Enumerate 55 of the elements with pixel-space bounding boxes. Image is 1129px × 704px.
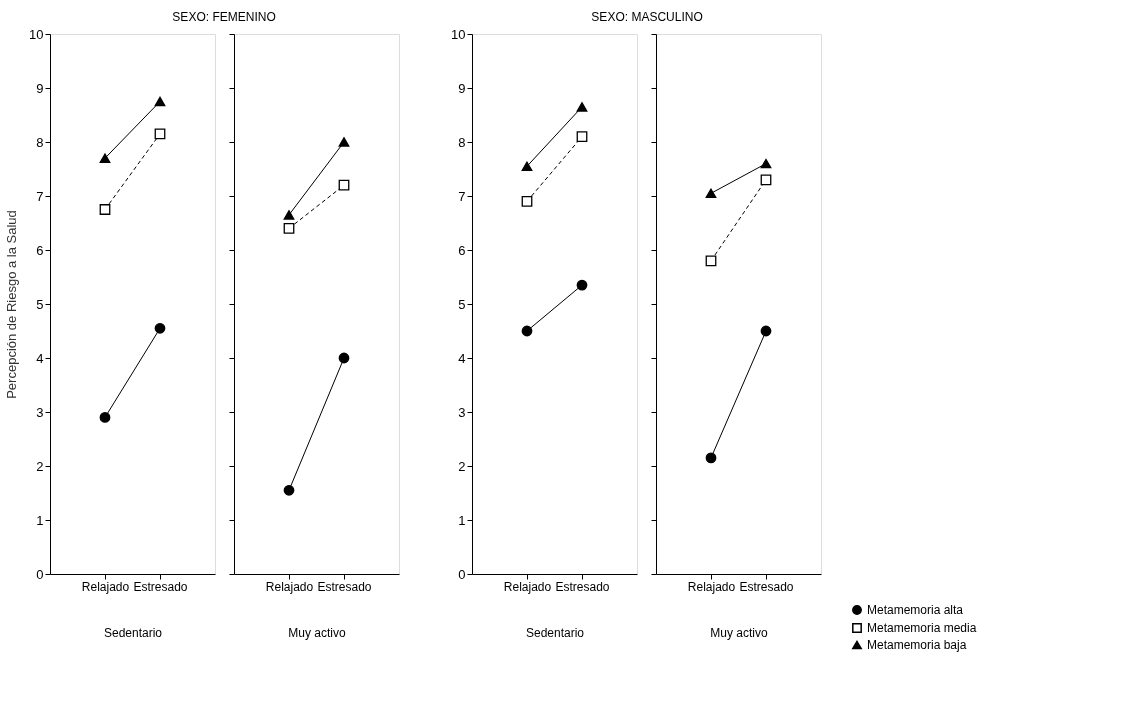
point <box>283 484 295 496</box>
y-tick-label: 5 <box>458 296 466 312</box>
x-tick-label: Relajado <box>687 579 736 594</box>
y-tick-label: 6 <box>458 242 466 258</box>
chart-title: SEXO: FEMENINO <box>172 9 276 24</box>
x-tick-label: Relajado <box>81 579 130 594</box>
x-axis-title: Muy activo <box>710 625 768 640</box>
point <box>338 352 350 364</box>
point <box>338 179 350 191</box>
y-tick-label: 2 <box>458 458 466 474</box>
point <box>760 325 772 337</box>
y-tick-label: 7 <box>458 188 466 204</box>
point <box>576 131 588 142</box>
y-tick-label: 4 <box>458 350 466 366</box>
point <box>283 223 295 234</box>
y-tick-label: 10 <box>29 26 44 42</box>
x-tick-label: Estresado <box>317 579 372 594</box>
y-tick-label: 6 <box>36 242 44 258</box>
legend-label: Metamemoria alta <box>867 603 964 617</box>
x-axis-title: Sedentario <box>103 625 163 640</box>
y-tick-label: 9 <box>458 80 466 96</box>
y-tick-label: 8 <box>36 134 44 150</box>
chart-title: SEXO: MASCULINO <box>591 9 703 24</box>
x-tick-label: Estresado <box>133 579 188 594</box>
legend-label: Metamemoria baja <box>867 638 967 652</box>
y-tick-label: 7 <box>36 188 44 204</box>
y-tick-label: 10 <box>451 26 466 42</box>
y-tick-label: 3 <box>458 404 466 420</box>
y-tick-label: 3 <box>36 404 44 420</box>
point <box>576 279 588 291</box>
y-tick-label: 5 <box>36 296 44 312</box>
x-axis-title: Sedentario <box>525 625 585 640</box>
y-tick-label: 0 <box>458 566 466 582</box>
point <box>154 322 166 334</box>
x-tick-label: Relajado <box>265 579 314 594</box>
point <box>705 452 717 464</box>
x-tick-label: Relajado <box>503 579 552 594</box>
y-tick-label: 2 <box>36 458 44 474</box>
x-tick-label: Estresado <box>555 579 610 594</box>
x-axis-title: Muy activo <box>288 625 346 640</box>
legend-label: Metamemoria media <box>867 621 977 635</box>
point <box>760 174 772 186</box>
point <box>521 196 533 207</box>
y-tick-label: 8 <box>458 134 466 150</box>
point <box>99 204 111 215</box>
point <box>521 325 533 337</box>
x-tick-label: Estresado <box>739 579 794 594</box>
y-tick-label: 9 <box>36 80 44 96</box>
y-tick-label: 4 <box>36 350 44 366</box>
point <box>99 412 111 423</box>
y-tick-label: 1 <box>36 512 44 528</box>
point <box>705 255 717 267</box>
y-tick-label: 0 <box>36 566 44 582</box>
y-axis-title: Percepción de Riesgo a la Salud <box>4 210 20 399</box>
y-tick-label: 1 <box>458 512 466 528</box>
